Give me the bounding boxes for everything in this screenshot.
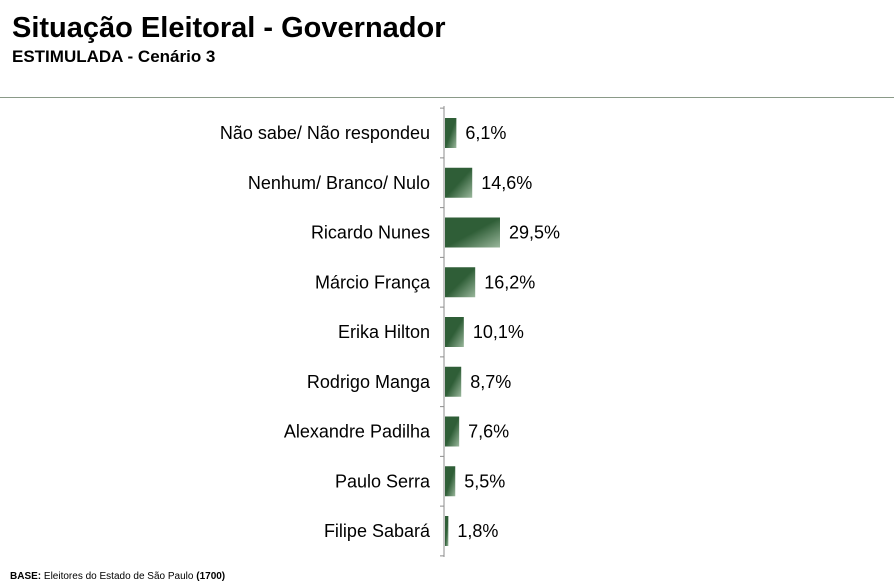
bar-chart: Não sabe/ Não respondeu Nenhum/ Branco/ N…: [220, 106, 560, 557]
category-label: Não sabe/ Não respondeu: [220, 123, 430, 143]
category-label: Paulo Serra: [335, 471, 431, 491]
data-label: 6,1%: [465, 123, 506, 143]
bar: [445, 366, 462, 397]
category-label: Filipe Sabará: [324, 521, 431, 541]
data-label: 5,5%: [464, 471, 505, 491]
header-divider: [0, 97, 894, 98]
data-label: 14,6%: [481, 173, 532, 193]
category-label: Rodrigo Manga: [307, 372, 431, 392]
base-count: (1700): [196, 571, 226, 582]
data-labels: 6,1% 14,6% 29,5% 16,2% 10,1% 8,7% 7,6% 5,5% 1,8%: [457, 123, 560, 541]
footer-base: BASE: Eleitores do Estado de São Paulo (…: [10, 571, 225, 583]
bar: [445, 516, 449, 546]
data-label: 8,7%: [470, 372, 511, 392]
bars-group: [445, 118, 500, 546]
category-label: Erika Hilton: [338, 322, 430, 342]
axis-ticks: [440, 107, 444, 557]
category-label: Alexandre Padilha: [284, 422, 431, 442]
data-label: 1,8%: [457, 521, 498, 541]
chart-title: Situação Eleitoral - Governador: [12, 12, 446, 44]
data-label: 7,6%: [468, 422, 509, 442]
data-label: 10,1%: [473, 322, 524, 342]
bar: [445, 217, 500, 248]
chart-subtitle: ESTIMULADA - Cenário 3: [12, 47, 216, 66]
bar: [445, 416, 460, 447]
bar: [445, 317, 464, 347]
bar: [445, 466, 456, 497]
category-label: Ricardo Nunes: [311, 223, 430, 243]
base-label: BASE:: [10, 571, 42, 582]
bar: [445, 118, 457, 148]
bar: [445, 267, 476, 298]
bar: [445, 167, 473, 198]
category-labels: Não sabe/ Não respondeu Nenhum/ Branco/ N…: [220, 123, 431, 541]
data-label: 16,2%: [484, 272, 535, 292]
category-label: Márcio França: [315, 272, 431, 292]
data-label: 29,5%: [509, 223, 560, 243]
category-label: Nenhum/ Branco/ Nulo: [248, 173, 430, 193]
base-text: Eleitores do Estado de São Paulo: [43, 571, 194, 582]
